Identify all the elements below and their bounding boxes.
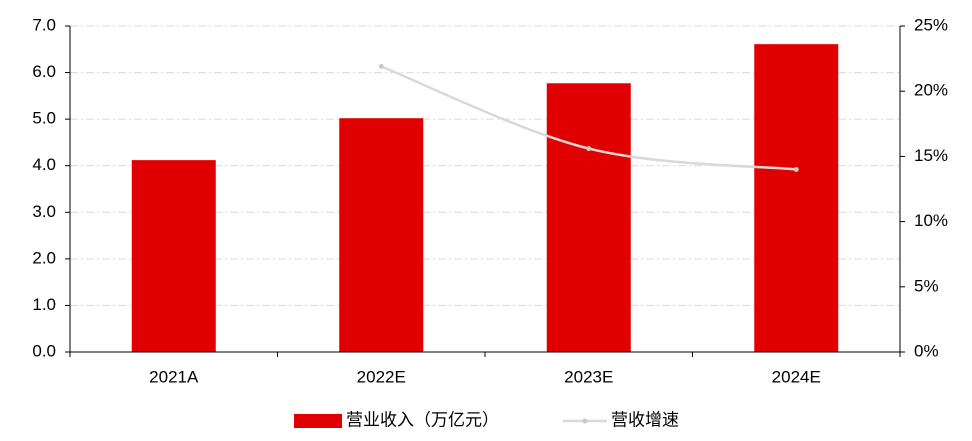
y-tick-label: 2.0 <box>32 248 56 267</box>
y2-tick-label: 25% <box>914 15 948 34</box>
legend-label: 营业收入（万亿元） <box>346 410 499 429</box>
x-tick-label: 2021A <box>149 367 199 386</box>
y2-tick-label: 0% <box>914 341 939 360</box>
y-tick-label: 3.0 <box>32 202 56 221</box>
y2-tick-label: 20% <box>914 81 948 100</box>
line-marker <box>378 63 384 69</box>
bar <box>754 44 839 353</box>
bar <box>339 118 424 352</box>
y2-tick-label: 15% <box>914 146 948 165</box>
y-tick-label: 4.0 <box>32 155 56 174</box>
y-tick-label: 7.0 <box>32 15 56 34</box>
legend-swatch <box>294 414 342 428</box>
y2-tick-label: 10% <box>914 211 948 230</box>
y-tick-label: 5.0 <box>32 109 56 128</box>
x-tick-label: 2023E <box>564 367 613 386</box>
legend-label: 营收增速 <box>611 410 679 429</box>
line-marker <box>793 166 799 172</box>
y-tick-label: 0.0 <box>32 341 56 360</box>
y-tick-label: 1.0 <box>32 295 56 314</box>
bar <box>546 83 631 352</box>
bar <box>131 160 216 352</box>
line-marker <box>586 146 592 152</box>
y2-tick-label: 5% <box>914 276 939 295</box>
y-tick-label: 6.0 <box>32 62 56 81</box>
x-tick-label: 2024E <box>772 367 821 386</box>
legend-swatch <box>582 418 588 424</box>
x-tick-label: 2022E <box>357 367 406 386</box>
